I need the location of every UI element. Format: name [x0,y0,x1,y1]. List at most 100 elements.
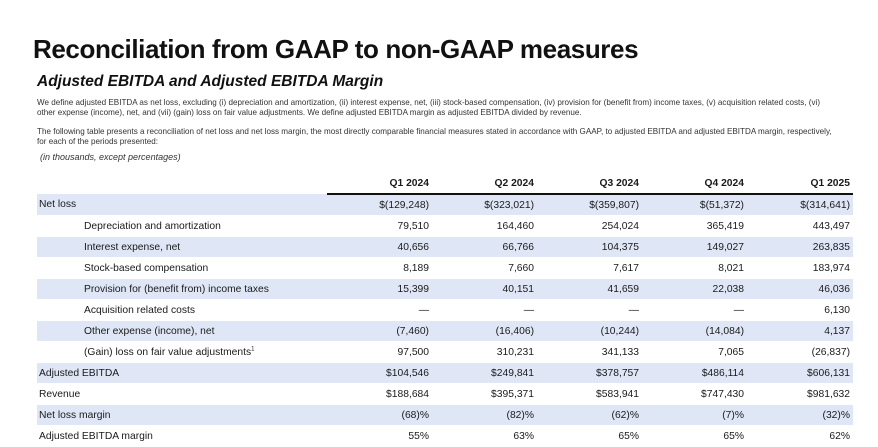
row-label: Stock-based compensation [37,257,327,279]
table-cell: 104,375 [537,236,642,258]
table-row-adjusted-ebitda: Adjusted EBITDA $104,546 $249,841 $378,7… [37,362,853,384]
row-label-text: (Gain) loss on fair value adjustments [84,346,252,358]
table-cell: — [642,299,747,321]
row-label: Provision for (benefit from) income taxe… [37,278,327,300]
section-subtitle: Adjusted EBITDA and Adjusted EBITDA Marg… [37,73,384,90]
table-cell: 254,024 [537,215,642,237]
table-cell: 15,399 [327,278,432,300]
table-cell: (82)% [432,404,537,426]
table-cell: (68)% [327,404,432,426]
header-label-cell [37,173,327,194]
table-row-acquisition: Acquisition related costs — — — — 6,130 [37,299,853,321]
table-cell: (16,406) [432,320,537,342]
table-row-interest: Interest expense, net 40,656 66,766 104,… [37,236,853,258]
table-row-income-taxes: Provision for (benefit from) income taxe… [37,278,853,300]
table-cell: $104,546 [327,362,432,384]
table-cell: 7,617 [537,257,642,279]
reconciliation-table: Q1 2024 Q2 2024 Q3 2024 Q4 2024 Q1 2025 … [37,173,853,447]
table-cell: $606,131 [747,362,853,384]
table-cell: 63% [432,425,537,447]
table-cell: (26,837) [747,341,853,363]
table-cell: 66,766 [432,236,537,258]
table-cell: 41,659 [537,278,642,300]
table-row-net-loss-margin: Net loss margin (68)% (82)% (62)% (7)% (… [37,404,853,426]
table-cell: $(359,807) [537,194,642,216]
footnote-marker: 1 [251,346,255,353]
column-header: Q1 2024 [327,173,432,195]
slide: Reconciliation from GAAP to non-GAAP mea… [33,34,853,447]
table-cell: 443,497 [747,215,853,237]
table-cell: $395,371 [432,383,537,405]
table-cell: 65% [642,425,747,447]
row-label: Depreciation and amortization [37,215,327,237]
table-cell: 55% [327,425,432,447]
table-header-row: Q1 2024 Q2 2024 Q3 2024 Q4 2024 Q1 2025 [37,173,853,195]
table-cell: 263,835 [747,236,853,258]
table-cell: $486,114 [642,362,747,384]
table-cell: 310,231 [432,341,537,363]
definition-paragraph: We define adjusted EBITDA as net loss, e… [37,98,821,117]
column-header: Q4 2024 [642,173,747,195]
table-cell: (7,460) [327,320,432,342]
table-cell: 365,419 [642,215,747,237]
table-row-depreciation: Depreciation and amortization 79,510 164… [37,215,853,237]
table-cell: 183,974 [747,257,853,279]
table-cell: — [432,299,537,321]
table-row-adjusted-ebitda-margin: Adjusted EBITDA margin 55% 63% 65% 65% 6… [37,425,853,447]
table-cell: 8,189 [327,257,432,279]
table-cell: 6,130 [747,299,853,321]
table-cell: 22,038 [642,278,747,300]
table-cell: 46,036 [747,278,853,300]
table-cell: 341,133 [537,341,642,363]
table-cell: 62% [747,425,853,447]
table-cell: (7)% [642,404,747,426]
column-header: Q1 2025 [747,173,853,195]
table-cell: — [537,299,642,321]
table-cell: (14,084) [642,320,747,342]
table-row-net-loss: Net loss $(129,248) $(323,021) $(359,807… [37,194,853,216]
table-cell: $981,632 [747,383,853,405]
table-cell: 97,500 [327,341,432,363]
table-row-revenue: Revenue $188,684 $395,371 $583,941 $747,… [37,383,853,405]
row-label: Adjusted EBITDA margin [37,425,327,447]
row-label: Adjusted EBITDA [37,362,327,384]
table-cell: 40,151 [432,278,537,300]
table-cell: $(323,021) [432,194,537,216]
table-cell: 40,656 [327,236,432,258]
column-header: Q3 2024 [537,173,642,195]
table-cell: $(129,248) [327,194,432,216]
page-title: Reconciliation from GAAP to non-GAAP mea… [33,34,639,64]
table-cell: $583,941 [537,383,642,405]
table-cell: $378,757 [537,362,642,384]
row-label: Net loss [37,194,327,216]
row-label: Other expense (income), net [37,320,327,342]
table-cell: $188,684 [327,383,432,405]
table-cell: $249,841 [432,362,537,384]
column-header: Q2 2024 [432,173,537,195]
table-cell: $(51,372) [642,194,747,216]
row-label: Revenue [37,383,327,405]
table-cell: 7,660 [432,257,537,279]
row-label: Acquisition related costs [37,299,327,321]
row-label: (Gain) loss on fair value adjustments1 [37,341,327,363]
table-row-stock-comp: Stock-based compensation 8,189 7,660 7,6… [37,257,853,279]
table-row-fair-value: (Gain) loss on fair value adjustments1 9… [37,341,853,363]
table-cell: 149,027 [642,236,747,258]
table-cell: 8,021 [642,257,747,279]
row-label: Net loss margin [37,404,327,426]
table-cell: $747,430 [642,383,747,405]
table-cell: (10,244) [537,320,642,342]
row-label: Interest expense, net [37,236,327,258]
table-cell: — [327,299,432,321]
table-cell: (32)% [747,404,853,426]
table-cell: 4,137 [747,320,853,342]
table-row-other-expense: Other expense (income), net (7,460) (16,… [37,320,853,342]
table-cell: 7,065 [642,341,747,363]
table-cell: 164,460 [432,215,537,237]
table-cell: $(314,641) [747,194,853,216]
units-note: (in thousands, except percentages) [40,152,181,162]
table-cell: 79,510 [327,215,432,237]
table-cell: 65% [537,425,642,447]
table-intro-paragraph: The following table presents a reconcili… [37,127,832,146]
table-cell: (62)% [537,404,642,426]
